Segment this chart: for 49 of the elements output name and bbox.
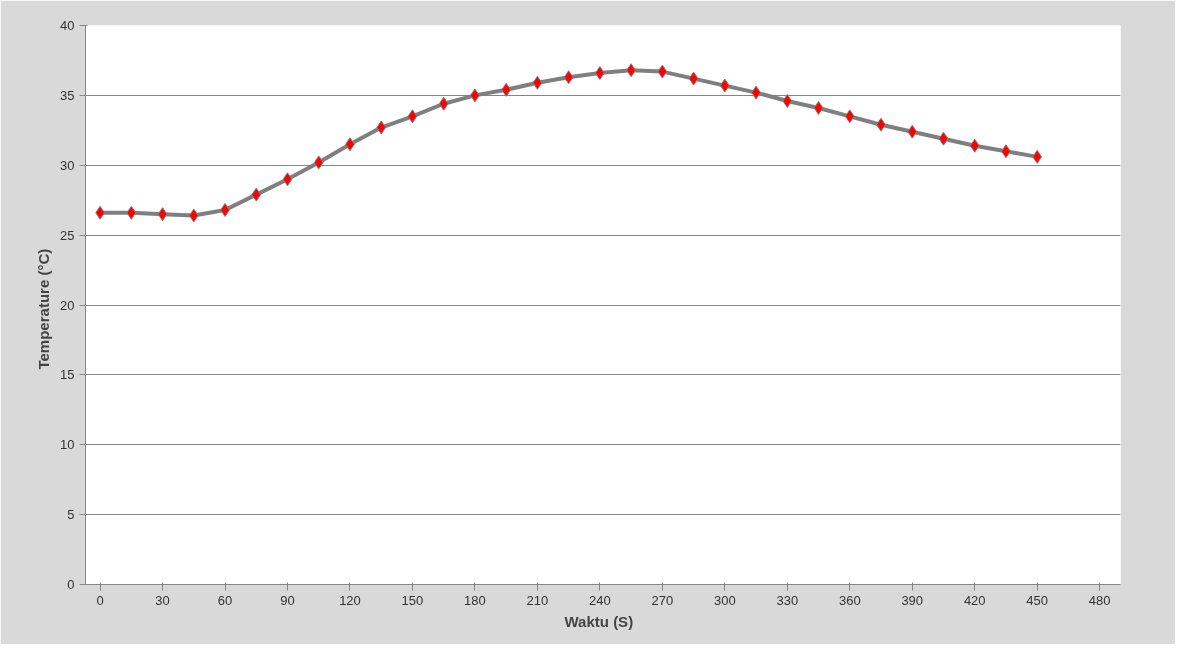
point: [188, 208, 199, 223]
y-tick-label: 0: [67, 577, 75, 592]
point: [126, 205, 137, 220]
point: [844, 109, 855, 124]
point: [251, 187, 262, 202]
x-tick-label: 0: [96, 592, 104, 608]
point: [1032, 149, 1043, 164]
x-tick-label: 390: [901, 592, 924, 608]
x-tick-label: 30: [155, 592, 170, 608]
y-tick-label: 25: [60, 227, 75, 243]
point: [938, 131, 949, 146]
point: [157, 207, 168, 222]
point: [782, 93, 793, 108]
point: [407, 109, 418, 124]
point: [376, 120, 387, 135]
x-tick-label: 180: [464, 592, 486, 608]
x-tick-label: 360: [838, 592, 861, 608]
x-tick-label: 120: [339, 592, 361, 608]
y-axis-title: Temperature (°C): [35, 248, 53, 370]
x-tick-label: 240: [589, 592, 611, 608]
y-tick-label: 5: [67, 507, 75, 523]
x-tick-label: 420: [963, 592, 986, 608]
y-tick-label: 15: [60, 367, 75, 383]
y-tick-label: 40: [60, 18, 75, 33]
x-tick-label: 60: [217, 592, 233, 608]
x-tick-label: 480: [1088, 592, 1111, 608]
x-tick-label: 150: [401, 592, 424, 608]
point: [719, 78, 730, 93]
y-tick-label: 35: [60, 87, 75, 103]
x-tick-label: 90: [280, 592, 295, 608]
point: [438, 96, 449, 111]
x-tick-label: 210: [526, 592, 549, 608]
x-tick-label: 270: [651, 592, 674, 608]
x-tick-label: 300: [713, 592, 736, 608]
point: [282, 172, 293, 187]
point: [657, 64, 668, 79]
point: [563, 70, 574, 85]
point: [969, 138, 980, 153]
y-tick-label: 30: [60, 157, 75, 173]
point: [532, 75, 543, 90]
point: [813, 100, 824, 115]
x-axis-title: Waktu (S): [564, 612, 634, 630]
point: [313, 155, 324, 170]
x-tick-label: 450: [1026, 592, 1049, 608]
x-tick-label: 330: [776, 592, 799, 608]
point: [688, 71, 699, 86]
y-tick-label: 10: [60, 437, 75, 453]
point: [907, 124, 918, 139]
y-tick-label: 20: [60, 297, 75, 313]
